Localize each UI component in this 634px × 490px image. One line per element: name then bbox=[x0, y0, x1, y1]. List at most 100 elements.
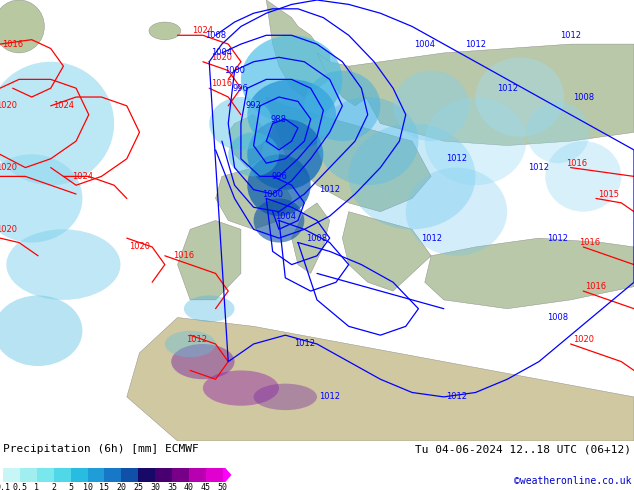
Text: Precipitation (6h) [mm] ECMWF: Precipitation (6h) [mm] ECMWF bbox=[3, 444, 198, 454]
Polygon shape bbox=[425, 238, 634, 309]
Text: 1012: 1012 bbox=[446, 392, 467, 401]
Text: 1016: 1016 bbox=[579, 238, 600, 247]
Polygon shape bbox=[317, 53, 368, 106]
Text: 35: 35 bbox=[167, 483, 177, 490]
Ellipse shape bbox=[165, 331, 216, 357]
Text: 1012: 1012 bbox=[420, 234, 442, 243]
Polygon shape bbox=[266, 0, 330, 97]
Text: 988: 988 bbox=[271, 115, 287, 123]
FancyArrow shape bbox=[223, 468, 231, 482]
Text: 1020: 1020 bbox=[211, 53, 233, 62]
Text: 15: 15 bbox=[100, 483, 110, 490]
Text: 0.5: 0.5 bbox=[13, 483, 27, 490]
Ellipse shape bbox=[209, 97, 273, 150]
Polygon shape bbox=[228, 115, 266, 168]
Text: 50: 50 bbox=[218, 483, 228, 490]
Text: 5: 5 bbox=[68, 483, 73, 490]
Ellipse shape bbox=[203, 370, 279, 406]
Text: 1004: 1004 bbox=[414, 40, 436, 49]
Text: 20: 20 bbox=[117, 483, 126, 490]
Text: Tu 04-06-2024 12..18 UTC (06+12): Tu 04-06-2024 12..18 UTC (06+12) bbox=[415, 444, 631, 454]
Polygon shape bbox=[178, 220, 241, 300]
Text: 1012: 1012 bbox=[547, 234, 569, 243]
Ellipse shape bbox=[241, 35, 342, 123]
Ellipse shape bbox=[406, 168, 507, 256]
Text: 1016: 1016 bbox=[173, 251, 195, 260]
Ellipse shape bbox=[247, 79, 336, 150]
Text: 996: 996 bbox=[271, 172, 287, 181]
Bar bbox=[37, 468, 54, 482]
Text: 25: 25 bbox=[133, 483, 143, 490]
Ellipse shape bbox=[0, 0, 44, 53]
Text: 1008: 1008 bbox=[547, 313, 569, 322]
Text: 1015: 1015 bbox=[598, 190, 619, 198]
Text: 1: 1 bbox=[34, 483, 39, 490]
Ellipse shape bbox=[0, 295, 82, 366]
Text: 2: 2 bbox=[51, 483, 56, 490]
Text: 1024: 1024 bbox=[192, 26, 214, 35]
Text: 1008: 1008 bbox=[573, 93, 594, 101]
Text: ©weatheronline.co.uk: ©weatheronline.co.uk bbox=[514, 476, 631, 486]
Ellipse shape bbox=[393, 71, 469, 141]
Ellipse shape bbox=[184, 295, 235, 322]
Ellipse shape bbox=[545, 141, 621, 212]
Text: 1000: 1000 bbox=[224, 66, 245, 75]
Bar bbox=[20, 468, 37, 482]
Text: 1012: 1012 bbox=[294, 340, 315, 348]
Text: 1012: 1012 bbox=[319, 392, 340, 401]
Text: 1016: 1016 bbox=[585, 282, 607, 291]
Text: 1012: 1012 bbox=[446, 154, 467, 163]
Bar bbox=[189, 468, 206, 482]
Ellipse shape bbox=[304, 71, 380, 141]
Ellipse shape bbox=[6, 229, 120, 300]
Bar bbox=[206, 468, 223, 482]
Bar bbox=[138, 468, 155, 482]
Text: 1012: 1012 bbox=[465, 40, 486, 49]
Ellipse shape bbox=[349, 123, 476, 229]
Text: 1012: 1012 bbox=[319, 185, 340, 194]
Bar bbox=[54, 468, 70, 482]
Text: 1020: 1020 bbox=[573, 335, 594, 344]
Text: 1024: 1024 bbox=[72, 172, 93, 181]
Ellipse shape bbox=[171, 344, 235, 379]
Bar bbox=[87, 468, 105, 482]
Bar bbox=[3, 468, 20, 482]
Ellipse shape bbox=[247, 154, 311, 216]
Ellipse shape bbox=[317, 97, 418, 185]
Text: 1016: 1016 bbox=[566, 159, 588, 168]
Text: 1012: 1012 bbox=[528, 163, 550, 172]
Ellipse shape bbox=[0, 154, 82, 243]
Text: 1020: 1020 bbox=[0, 101, 17, 110]
Text: 1004: 1004 bbox=[211, 49, 233, 57]
Polygon shape bbox=[349, 44, 634, 146]
Text: 1008: 1008 bbox=[306, 234, 328, 243]
Ellipse shape bbox=[254, 384, 317, 410]
Ellipse shape bbox=[228, 132, 279, 176]
Text: 40: 40 bbox=[184, 483, 194, 490]
Polygon shape bbox=[342, 212, 431, 291]
Ellipse shape bbox=[0, 62, 114, 185]
Bar bbox=[172, 468, 189, 482]
Text: 0.1: 0.1 bbox=[0, 483, 11, 490]
Ellipse shape bbox=[254, 198, 304, 243]
Polygon shape bbox=[216, 168, 292, 229]
Text: 1012: 1012 bbox=[186, 335, 207, 344]
Bar bbox=[70, 468, 87, 482]
Text: 1024: 1024 bbox=[53, 101, 74, 110]
Ellipse shape bbox=[476, 57, 564, 137]
Text: 30: 30 bbox=[150, 483, 160, 490]
Text: 1020: 1020 bbox=[0, 225, 17, 234]
Text: 1000: 1000 bbox=[262, 190, 283, 198]
Text: 1008: 1008 bbox=[205, 31, 226, 40]
Bar bbox=[105, 468, 121, 482]
Polygon shape bbox=[266, 97, 431, 212]
Text: 996: 996 bbox=[233, 84, 249, 93]
Polygon shape bbox=[127, 318, 634, 441]
Text: 1012: 1012 bbox=[560, 31, 581, 40]
Polygon shape bbox=[292, 203, 330, 273]
Text: 992: 992 bbox=[246, 101, 261, 110]
Ellipse shape bbox=[149, 22, 181, 40]
Text: 1004: 1004 bbox=[275, 212, 296, 220]
Text: 1020: 1020 bbox=[129, 243, 150, 251]
Text: 1012: 1012 bbox=[496, 84, 518, 93]
